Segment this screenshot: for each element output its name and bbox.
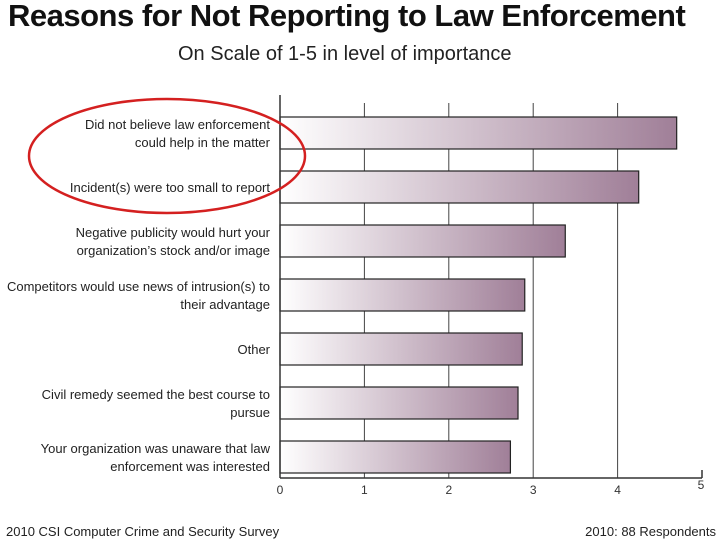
bar	[279, 224, 566, 258]
bar	[279, 116, 678, 150]
bar	[279, 386, 519, 420]
x-tick-label: 3	[530, 483, 537, 497]
bar	[279, 278, 526, 312]
x-tick-label: 2	[445, 483, 452, 497]
category-label: organization’s stock and/or image	[77, 243, 270, 258]
category-label: could help in the matter	[135, 135, 271, 150]
category-label: Other	[237, 342, 270, 357]
category-label: Your organization was unaware that law	[41, 441, 271, 456]
category-label: Incident(s) were too small to report	[70, 180, 271, 195]
category-label: Did not believe law enforcement	[85, 117, 270, 132]
tick-labels: 0 1 2 3 4 5	[277, 478, 705, 497]
x-tick-label: 4	[614, 483, 621, 497]
x-tick-label: 1	[361, 483, 368, 497]
x-tick-label: 0	[277, 483, 284, 497]
category-label: Civil remedy seemed the best course to	[42, 387, 270, 402]
footer-respondents: 2010: 88 Respondents	[585, 524, 716, 539]
category-labels: Did not believe law enforcement could hel…	[7, 117, 271, 474]
x-tick-label: 5	[698, 478, 705, 492]
category-label: pursue	[230, 405, 270, 420]
bar	[279, 332, 523, 366]
axes	[279, 95, 703, 479]
highlight-ellipse	[27, 97, 307, 215]
bars	[279, 116, 678, 474]
category-label: their advantage	[180, 297, 270, 312]
footer-source: 2010 CSI Computer Crime and Security Sur…	[6, 524, 280, 539]
bar	[279, 170, 640, 204]
chart-subtitle: On Scale of 1-5 in level of importance	[178, 43, 512, 65]
category-label: Competitors would use news of intrusion(…	[7, 279, 270, 294]
chart-title: Reasons for Not Reporting to Law Enforce…	[8, 0, 686, 33]
category-label: Negative publicity would hurt your	[76, 225, 271, 240]
bar	[279, 440, 512, 474]
category-label: enforcement was interested	[110, 459, 270, 474]
